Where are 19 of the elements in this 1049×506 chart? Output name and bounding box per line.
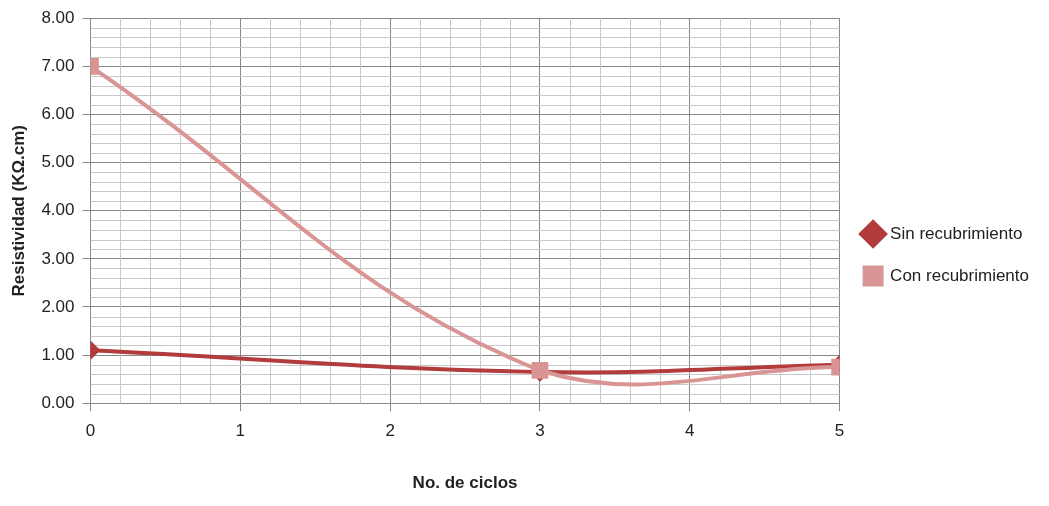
y-tick-label: 8.00 xyxy=(41,7,75,27)
x-tick-label: 4 xyxy=(685,421,695,441)
y-axis-title: Resistividad (KΩ.cm) xyxy=(8,125,28,297)
x-tick-label: 0 xyxy=(85,421,96,441)
legend-label: Con recubrimiento xyxy=(890,265,1030,285)
y-tick-label: 7.00 xyxy=(41,56,75,76)
x-tick-label: 3 xyxy=(535,421,545,441)
x-tick-label: 1 xyxy=(235,421,246,441)
y-tick-label: 0.00 xyxy=(41,392,75,412)
y-tick-label: 3.00 xyxy=(41,248,75,268)
y-tick-label: 6.00 xyxy=(41,104,75,124)
y-tick-label: 2.00 xyxy=(41,296,75,316)
y-tick-label: 5.00 xyxy=(41,152,75,172)
x-tick-label: 5 xyxy=(834,421,845,441)
legend-label: Sin recubrimiento xyxy=(890,223,1023,243)
x-tick-label: 2 xyxy=(385,421,395,441)
x-axis-title: No. de ciclos xyxy=(412,473,518,493)
y-tick-label: 1.00 xyxy=(41,344,75,364)
y-tick-label: 4.00 xyxy=(41,200,75,220)
